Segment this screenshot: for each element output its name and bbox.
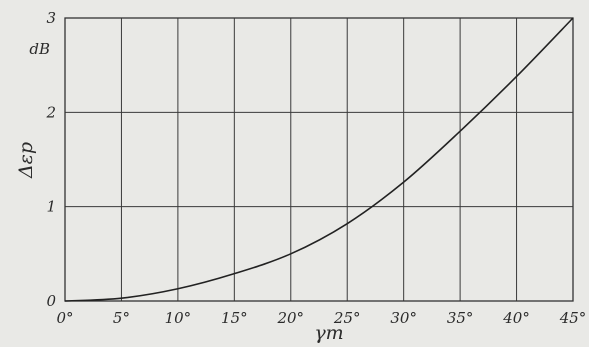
- x-tick-label: 15°: [221, 309, 248, 327]
- x-tick-labels: 0° 5° 10° 15° 20° 25° 30° 35° 40° 45°: [56, 309, 586, 327]
- x-axis-label: γm: [314, 322, 343, 344]
- x-tick-label: 20°: [276, 309, 304, 327]
- y-tick-label: 2: [45, 103, 56, 121]
- y-tick-label: 1: [46, 198, 56, 216]
- y-tick-label: 3: [46, 9, 56, 27]
- y-tick-labels: 0 1 2 3: [45, 9, 56, 310]
- x-tick-label: 35°: [447, 309, 474, 327]
- x-tick-label: 10°: [165, 309, 192, 327]
- y-unit-label: dB: [29, 40, 50, 58]
- x-tick-label: 40°: [502, 309, 530, 327]
- x-tick-label: 30°: [390, 309, 417, 327]
- grid: [65, 18, 573, 301]
- plot-frame: [64, 17, 574, 302]
- x-tick-label: 5°: [113, 309, 130, 327]
- y-axis-label: Δεp: [15, 142, 37, 179]
- series-line: [64, 17, 574, 302]
- x-tick-label: 45°: [559, 309, 587, 327]
- x-tick-label: 25°: [333, 309, 361, 327]
- y-tick-label: 0: [46, 292, 56, 310]
- x-tick-label: 0°: [56, 309, 73, 327]
